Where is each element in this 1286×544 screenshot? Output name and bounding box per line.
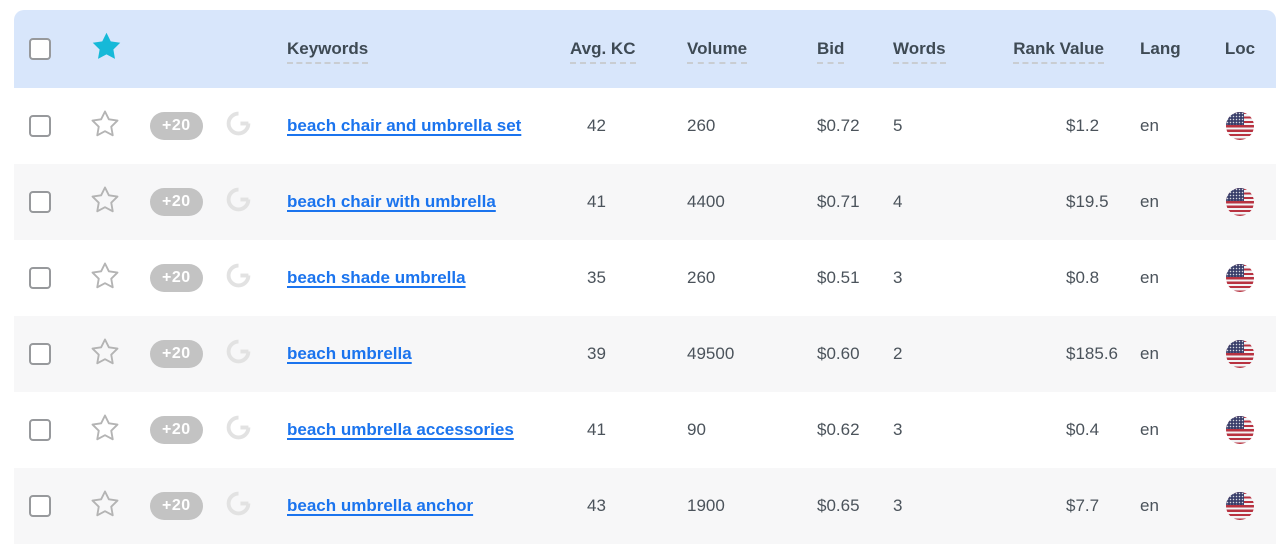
- related-keywords-badge[interactable]: +20: [150, 416, 203, 444]
- bid-value: $0.65: [817, 496, 860, 515]
- google-g-icon[interactable]: [224, 185, 253, 214]
- words-value: 2: [893, 344, 903, 363]
- favorite-star-outline-icon[interactable]: [90, 489, 120, 519]
- favorite-star-outline-icon[interactable]: [90, 185, 120, 215]
- keyword-link[interactable]: beach chair and umbrella set: [287, 116, 522, 135]
- column-header-avg-kc[interactable]: Avg. KC: [568, 39, 678, 64]
- lang-value: en: [1140, 192, 1159, 211]
- volume-value: 260: [687, 268, 716, 287]
- avg-kc-value: 43: [587, 496, 606, 515]
- us-flag-icon: [1226, 492, 1254, 520]
- row-checkbox[interactable]: [29, 267, 51, 289]
- table-body: +20 beach chair and umbrella set 42 260 …: [14, 88, 1276, 544]
- keyword-link[interactable]: beach umbrella anchor: [287, 496, 474, 515]
- table-row: +20 beach shade umbrella 35 260 $0.51 3 …: [14, 240, 1276, 316]
- avg-kc-value: 39: [587, 344, 606, 363]
- volume-value: 90: [687, 420, 706, 439]
- related-keywords-badge[interactable]: +20: [150, 112, 203, 140]
- lang-value: en: [1140, 420, 1159, 439]
- bid-value: $0.72: [817, 116, 860, 135]
- table-header: Keywords Avg. KC Volume Bid Words Rank V…: [14, 10, 1276, 88]
- google-g-icon[interactable]: [224, 413, 253, 442]
- row-checkbox[interactable]: [29, 115, 51, 137]
- column-header-volume[interactable]: Volume: [678, 39, 798, 64]
- related-keywords-badge[interactable]: +20: [150, 340, 203, 368]
- bid-value: $0.51: [817, 268, 860, 287]
- related-keywords-badge[interactable]: +20: [150, 264, 203, 292]
- favorite-star-outline-icon[interactable]: [90, 261, 120, 291]
- lang-value: en: [1140, 116, 1159, 135]
- rank-value: $0.8: [1066, 268, 1100, 287]
- row-checkbox[interactable]: [29, 495, 51, 517]
- avg-kc-value: 35: [587, 268, 606, 287]
- related-keywords-badge[interactable]: +20: [150, 492, 203, 520]
- keyword-link[interactable]: beach chair with umbrella: [287, 192, 496, 211]
- lang-value: en: [1140, 496, 1159, 515]
- table-row: +20 beach umbrella accessories 41 90 $0.…: [14, 392, 1276, 468]
- lang-value: en: [1140, 344, 1159, 363]
- words-value: 5: [893, 116, 903, 135]
- words-value: 3: [893, 268, 903, 287]
- column-header-bid[interactable]: Bid: [798, 39, 884, 64]
- table-row: +20 beach umbrella 39 49500 $0.60 2 $185…: [14, 316, 1276, 392]
- bid-value: $0.60: [817, 344, 860, 363]
- rank-value: $19.5: [1066, 192, 1109, 211]
- google-g-icon[interactable]: [224, 261, 253, 290]
- volume-value: 4400: [687, 192, 725, 211]
- avg-kc-value: 42: [587, 116, 606, 135]
- volume-value: 260: [687, 116, 716, 135]
- favorite-star-filled-icon[interactable]: [90, 30, 123, 63]
- favorite-star-outline-icon[interactable]: [90, 413, 120, 443]
- column-header-lang: Lang: [1140, 39, 1181, 58]
- column-header-loc: Loc: [1224, 39, 1256, 58]
- table-row: +20 beach chair and umbrella set 42 260 …: [14, 88, 1276, 164]
- us-flag-icon: [1226, 416, 1254, 444]
- keyword-link[interactable]: beach shade umbrella: [287, 268, 466, 287]
- keyword-link[interactable]: beach umbrella: [287, 344, 412, 363]
- us-flag-icon: [1226, 264, 1254, 292]
- google-g-icon[interactable]: [224, 489, 253, 518]
- avg-kc-value: 41: [587, 420, 606, 439]
- google-g-icon[interactable]: [224, 109, 253, 138]
- us-flag-icon: [1226, 112, 1254, 140]
- us-flag-icon: [1226, 340, 1254, 368]
- column-header-words[interactable]: Words: [884, 39, 974, 64]
- rank-value: $185.6: [1066, 344, 1118, 363]
- us-flag-icon: [1226, 188, 1254, 216]
- favorite-star-outline-icon[interactable]: [90, 109, 120, 139]
- favorite-star-outline-icon[interactable]: [90, 337, 120, 367]
- row-checkbox[interactable]: [29, 419, 51, 441]
- volume-value: 1900: [687, 496, 725, 515]
- avg-kc-value: 41: [587, 192, 606, 211]
- table-row: +20 beach umbrella anchor 43 1900 $0.65 …: [14, 468, 1276, 544]
- bid-value: $0.71: [817, 192, 860, 211]
- column-header-keywords[interactable]: Keywords: [272, 39, 568, 64]
- words-value: 3: [893, 420, 903, 439]
- keyword-link[interactable]: beach umbrella accessories: [287, 420, 514, 439]
- google-g-icon[interactable]: [224, 337, 253, 366]
- row-checkbox[interactable]: [29, 191, 51, 213]
- table-row: +20 beach chair with umbrella 41 4400 $0…: [14, 164, 1276, 240]
- select-all-checkbox[interactable]: [29, 38, 51, 60]
- bid-value: $0.62: [817, 420, 860, 439]
- words-value: 4: [893, 192, 903, 211]
- column-header-rank-value[interactable]: Rank Value: [974, 39, 1124, 64]
- lang-value: en: [1140, 268, 1159, 287]
- rank-value: $7.7: [1066, 496, 1100, 515]
- related-keywords-badge[interactable]: +20: [150, 188, 203, 216]
- keyword-table: Keywords Avg. KC Volume Bid Words Rank V…: [14, 10, 1276, 544]
- rank-value: $0.4: [1066, 420, 1100, 439]
- volume-value: 49500: [687, 344, 735, 363]
- row-checkbox[interactable]: [29, 343, 51, 365]
- rank-value: $1.2: [1066, 116, 1100, 135]
- words-value: 3: [893, 496, 903, 515]
